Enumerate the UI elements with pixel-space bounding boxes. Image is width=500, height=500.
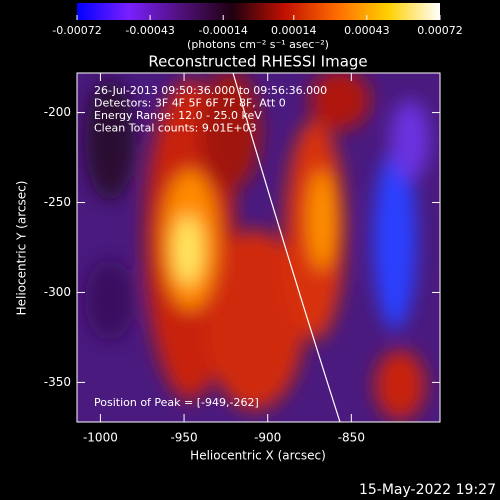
annotation: Clean Total counts: 9.01E+03 <box>94 122 257 135</box>
y-tick-label: -200 <box>44 105 71 119</box>
x-tick-label: -900 <box>254 431 281 445</box>
image <box>77 73 440 422</box>
x-axis-label: Heliocentric X (arcsec) <box>190 449 326 463</box>
y-tick-label: -250 <box>44 195 71 209</box>
y-tick-label: -300 <box>44 285 71 299</box>
colorbar-tick-label: 0.00072 <box>417 24 463 37</box>
y-axis-label: Heliocentric Y (arcsec) <box>15 181 29 316</box>
annotation: 26-Jul-2013 09:50:36.000 to 09:56:36.000 <box>94 84 327 97</box>
x-tick-label: -1000 <box>83 431 118 445</box>
footer: 15-May-2022 19:27 <box>359 482 496 498</box>
colorbar <box>77 3 440 20</box>
x-tick-label: -850 <box>338 431 365 445</box>
chart-title: Reconstructed RHESSI Image <box>148 53 367 71</box>
plot-frame <box>76 72 441 423</box>
annotation: Detectors: 3F 4F 5F 6F 7F 8F, Att 0 <box>94 97 286 110</box>
annotation: Energy Range: 12.0 - 25.0 keV <box>94 109 262 122</box>
colorbar-label: (photons cm⁻² s⁻¹ asec⁻²) <box>187 38 329 51</box>
colorbar-tick-label: 0.00014 <box>271 24 317 37</box>
colorbar-tick-label: -0.00043 <box>125 24 174 37</box>
colorbar-tick-label: -0.00072 <box>52 24 101 37</box>
y-tick-label: -350 <box>44 375 71 389</box>
colorbar-tick-label: 0.00043 <box>344 24 390 37</box>
x-tick-label: -950 <box>170 431 197 445</box>
colorbar-tick-label: -0.00014 <box>198 24 247 37</box>
peak-label: Position of Peak = [-949,-262] <box>94 396 259 409</box>
